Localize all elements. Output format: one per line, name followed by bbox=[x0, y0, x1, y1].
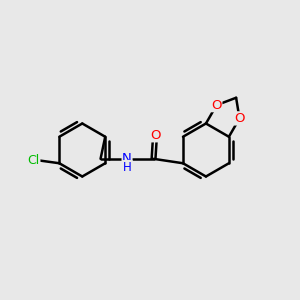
Text: Cl: Cl bbox=[28, 154, 40, 167]
Text: O: O bbox=[150, 129, 160, 142]
Text: O: O bbox=[234, 112, 245, 125]
Text: O: O bbox=[211, 99, 222, 112]
Text: N: N bbox=[122, 152, 132, 165]
Text: H: H bbox=[123, 160, 132, 174]
